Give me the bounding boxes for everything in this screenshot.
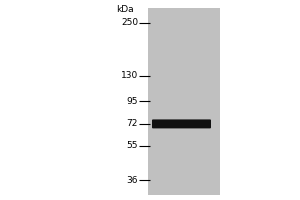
Text: 36: 36: [127, 176, 138, 185]
Text: 130: 130: [121, 71, 138, 80]
Text: 55: 55: [127, 141, 138, 150]
Text: 95: 95: [127, 97, 138, 106]
Bar: [148, 8, 220, 195]
Text: 72: 72: [127, 119, 138, 128]
FancyBboxPatch shape: [152, 119, 211, 128]
Text: 250: 250: [121, 18, 138, 27]
Text: kDa: kDa: [116, 5, 134, 14]
